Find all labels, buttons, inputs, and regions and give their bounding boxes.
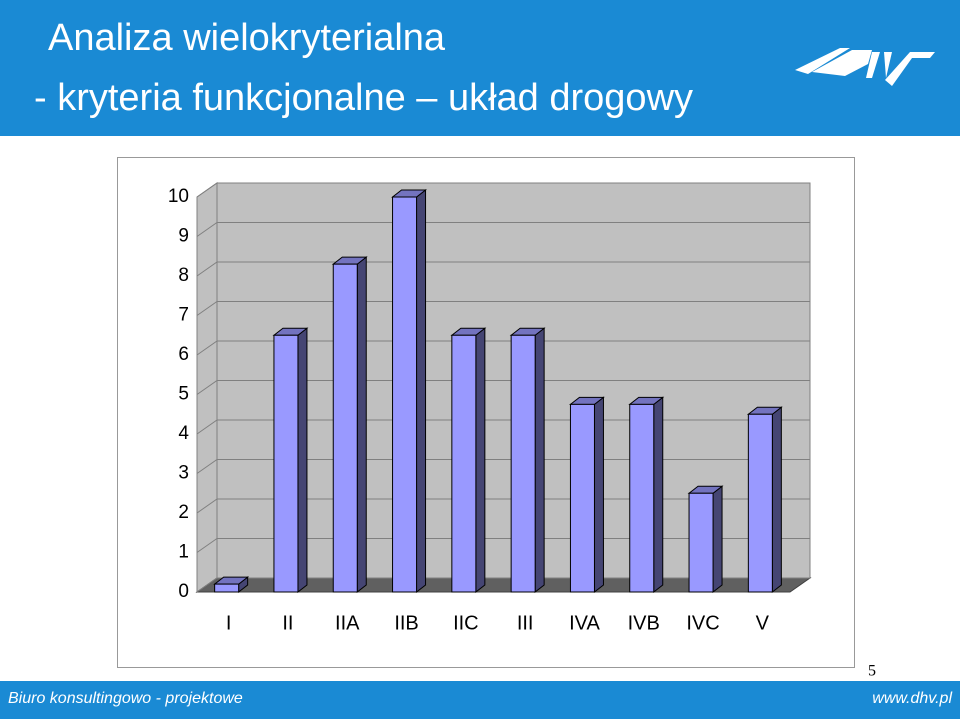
bar <box>331 256 368 594</box>
bar-side <box>593 396 604 594</box>
x-tick-label: IIA <box>335 612 360 634</box>
bar-front <box>451 334 477 593</box>
footer-right: www.dhv.pl <box>872 690 952 707</box>
bar-side <box>712 485 723 594</box>
grid-line <box>196 538 810 553</box>
footer-band <box>0 681 960 719</box>
bar <box>272 327 309 594</box>
grid-line <box>196 261 810 277</box>
bar-front <box>629 403 655 593</box>
bar-side <box>771 406 782 594</box>
bar-front <box>392 196 418 593</box>
x-tick-label: IIB <box>394 612 418 634</box>
y-tick-label: 0 <box>178 581 189 602</box>
bar <box>687 485 724 594</box>
y-tick-label: 4 <box>178 423 189 444</box>
grid-line <box>196 182 810 198</box>
x-tick-label: IVB <box>628 612 660 634</box>
bar-front <box>569 403 595 593</box>
bar-side <box>653 396 664 594</box>
logo <box>795 48 935 86</box>
bar <box>509 327 546 594</box>
grid-line <box>196 301 810 316</box>
bar-front <box>214 583 240 593</box>
bar-side <box>534 327 545 594</box>
bar-side <box>416 188 427 594</box>
bar-side <box>297 327 308 594</box>
y-tick-label: 1 <box>178 542 189 563</box>
grid-line <box>196 459 810 474</box>
grid-line <box>196 498 810 514</box>
footer-left: Biuro konsultingowo - projektowe <box>8 690 243 707</box>
x-tick-label: IVA <box>569 612 600 634</box>
bar-front <box>332 263 358 593</box>
bar <box>391 188 428 594</box>
grid-line <box>196 340 810 356</box>
bar <box>450 327 487 594</box>
bar-side <box>475 327 486 594</box>
x-tick-label: III <box>517 612 534 634</box>
title-line-1: Analiza wielokryterialna <box>48 17 446 59</box>
bar-front <box>273 334 299 593</box>
grid-line <box>196 419 810 435</box>
bar-front <box>510 334 536 593</box>
x-tick-label: I <box>226 612 232 634</box>
grid-line <box>196 380 810 395</box>
y-tick-label: 7 <box>178 305 189 326</box>
title-line-2: - kryteria funkcjonalne – układ drogowy <box>34 77 693 119</box>
x-tick-label: V <box>756 612 770 634</box>
bar <box>213 576 250 594</box>
bar <box>628 396 665 594</box>
y-tick-label: 5 <box>178 384 189 405</box>
bar <box>746 406 783 594</box>
page-number: 5 <box>868 663 876 680</box>
grid-line <box>196 577 810 593</box>
x-tick-label: II <box>282 612 293 634</box>
y-tick-label: 6 <box>178 344 189 365</box>
x-tick-label: IVC <box>686 612 719 634</box>
y-tick-label: 2 <box>178 502 189 523</box>
bar-side <box>356 256 367 594</box>
y-tick-label: 3 <box>178 463 189 484</box>
y-tick-label: 9 <box>178 226 189 247</box>
y-tick-label: 10 <box>168 186 189 207</box>
y-tick-label: 8 <box>178 265 189 286</box>
bar <box>568 396 605 594</box>
grid-line <box>196 222 810 237</box>
x-tick-label: IIC <box>453 612 479 634</box>
bar-front <box>747 413 773 593</box>
bar-front <box>688 492 714 593</box>
